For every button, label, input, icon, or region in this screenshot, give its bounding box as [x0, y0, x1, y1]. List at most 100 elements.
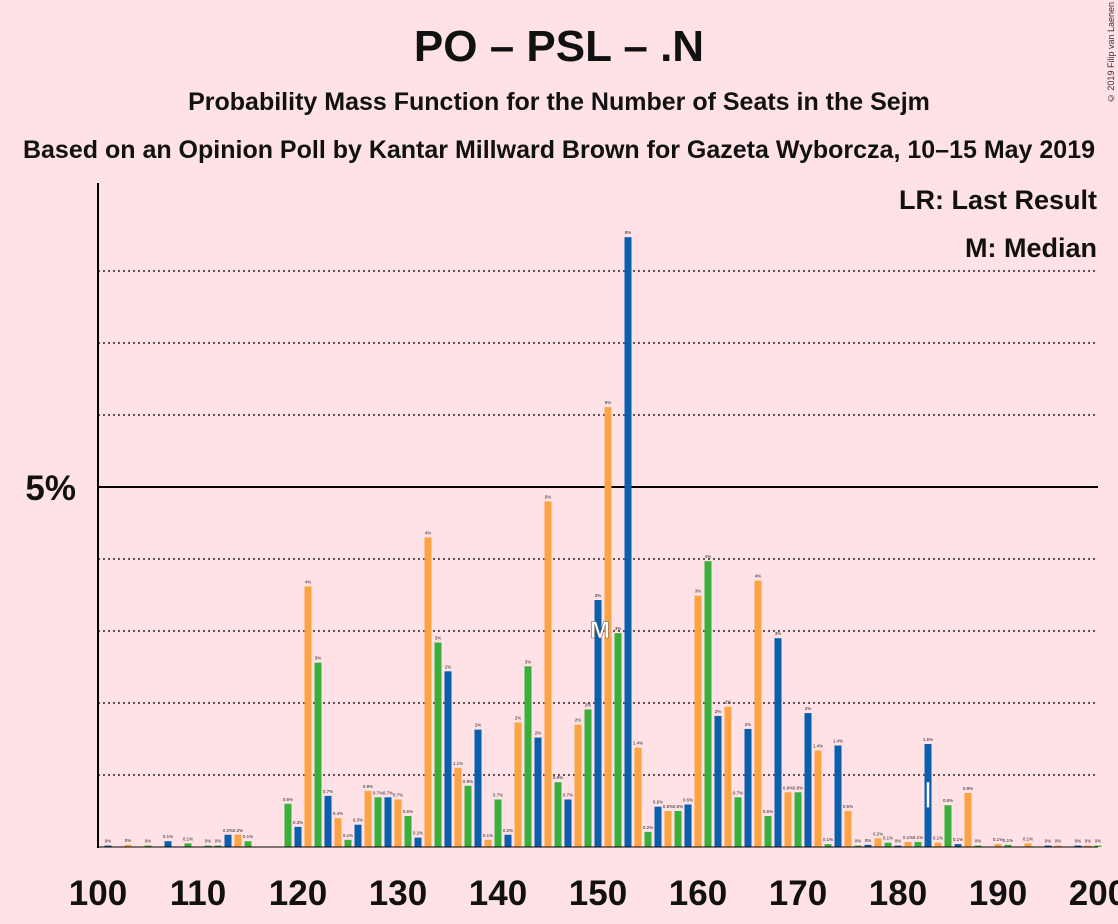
bar-131	[404, 816, 412, 847]
bar-177	[864, 844, 872, 847]
bar-label-148: 2%	[575, 718, 582, 723]
bar-label-111: 0%	[205, 839, 212, 844]
bar-193	[1024, 843, 1032, 847]
bar-label-168: 3%	[775, 631, 782, 636]
bar-162	[714, 715, 722, 847]
bar-label-136: 1.1%	[453, 761, 463, 766]
x-tick-label-120: 120	[269, 874, 327, 913]
bar-label-188: 0%	[975, 839, 982, 844]
bar-label-154: 1.4%	[633, 741, 643, 746]
bar-127	[364, 790, 372, 847]
chart-title: PO – PSL – .N	[413, 22, 705, 71]
bar-126	[354, 824, 362, 847]
bar-158	[674, 811, 682, 847]
bar-label-186: 0.1%	[953, 837, 963, 842]
bar-122	[314, 662, 322, 847]
bar-label-107: 0.1%	[163, 834, 173, 839]
bar-label-178: 0.2%	[873, 831, 883, 836]
bar-169	[784, 792, 792, 847]
bar-label-175: 0.5%	[843, 804, 853, 809]
bar-label-142: 2%	[515, 715, 522, 720]
bar-137	[464, 785, 472, 847]
bar-187	[964, 793, 972, 847]
bar-label-120: 0.3%	[293, 820, 303, 825]
bar-128	[374, 797, 382, 847]
bar-label-184: 0.1%	[933, 836, 943, 841]
bar-196	[1054, 845, 1062, 847]
bar-176	[854, 845, 862, 847]
bar-label-138: 2%	[475, 723, 482, 728]
bar-label-135: 2%	[445, 664, 452, 669]
bar-172	[814, 750, 822, 847]
bar-101	[104, 845, 112, 847]
bar-labels: 0% 0% 0%0.1% 0.1% 0% 0%0.2% 0.2%0.1%0.6%0.3%4%…	[105, 230, 1102, 843]
bar-164	[734, 797, 742, 847]
bar-label-109: 0.1%	[183, 836, 193, 841]
bar-174	[834, 745, 842, 847]
legend-last-result: LR: Last Result	[899, 185, 1097, 215]
bar-168	[774, 638, 782, 847]
bar-105	[144, 845, 152, 847]
bar-149	[584, 709, 592, 847]
bar-138	[474, 729, 482, 847]
bar-label-177: 0%	[865, 838, 872, 843]
bar-132	[414, 837, 422, 847]
bar-165	[744, 728, 752, 847]
bar-136	[454, 767, 462, 847]
bar-109	[184, 843, 192, 847]
bar-label-137: 0.9%	[463, 779, 473, 784]
bar-181	[904, 841, 912, 847]
bar-151	[604, 407, 612, 847]
bar-179	[884, 842, 892, 847]
bar-147	[564, 799, 572, 847]
x-tick-label-170: 170	[769, 874, 827, 913]
bar-label-146: 0.9%	[553, 775, 563, 780]
bar-label-179: 0.1%	[883, 836, 893, 841]
bar-198	[1074, 845, 1082, 847]
bar-175	[844, 811, 852, 847]
legend-median: M: Median	[965, 233, 1097, 263]
bar-123	[324, 795, 332, 847]
bar-label-161: 4%	[705, 554, 712, 559]
x-tick-label-110: 110	[170, 874, 226, 913]
x-tick-label-130: 130	[369, 874, 427, 913]
bar-label-157: 0.5%	[663, 804, 673, 809]
bar-label-151: 6%	[605, 400, 612, 405]
bar-146	[554, 782, 562, 847]
bar-173	[824, 844, 832, 847]
bar-125	[344, 839, 352, 847]
bar-label-122: 3%	[315, 656, 322, 661]
bar-label-191: 0.1%	[1003, 838, 1013, 843]
bar-label-115: 0.1%	[243, 834, 253, 839]
bar-156	[654, 806, 662, 847]
bar-label-180: 0%	[895, 839, 902, 844]
bar-178	[874, 838, 882, 847]
bar-label-159: 0.6%	[683, 798, 693, 803]
bar-label-145: 5%	[545, 494, 552, 499]
bar-label-181: 0.1%	[903, 835, 913, 840]
bar-129	[384, 797, 392, 847]
bar-label-134: 3%	[435, 636, 442, 641]
bar-label-165: 2%	[745, 722, 752, 727]
bar-114	[234, 834, 242, 847]
bar-label-155: 0.2%	[643, 825, 653, 830]
bar-145	[544, 501, 552, 847]
bar-label-193: 0.1%	[1023, 836, 1033, 841]
bar-label-126: 0.3%	[353, 818, 363, 823]
bar-184	[934, 842, 942, 847]
bar-label-119: 0.6%	[283, 797, 293, 802]
bar-label-105: 0%	[145, 839, 152, 844]
x-tick-label-180: 180	[869, 874, 927, 913]
bar-label-199: 0%	[1085, 839, 1092, 844]
bar-label-195: 0%	[1045, 839, 1052, 844]
bar-label-172: 1.4%	[813, 744, 823, 749]
bar-107	[164, 841, 172, 847]
bar-191	[1004, 844, 1012, 847]
bar-195	[1044, 845, 1052, 847]
bar-133	[424, 537, 432, 847]
bar-label-187: 0.8%	[963, 786, 973, 791]
bar-124	[334, 818, 342, 847]
bar-103	[124, 844, 132, 847]
bar-144	[534, 737, 542, 847]
